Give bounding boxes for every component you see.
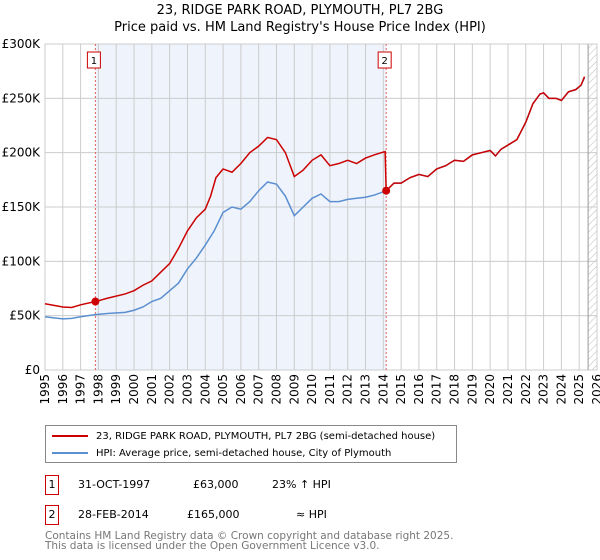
footer-line: Contains HM Land Registry data © Crown c… <box>45 530 454 542</box>
x-tick-label: 2022 <box>519 374 533 405</box>
x-tick-label: 1998 <box>91 374 105 405</box>
x-tick-label: 2001 <box>145 374 159 405</box>
x-tick-label: 2018 <box>448 374 462 405</box>
x-tick-label: 1997 <box>74 374 88 405</box>
x-tick-label: 1999 <box>109 374 123 405</box>
transaction-marker: 1 <box>45 475 59 495</box>
legend: 23, RIDGE PARK ROAD, PLYMOUTH, PL7 2BG (… <box>45 425 457 463</box>
transaction-date: 31-OCT-1997 <box>78 478 151 491</box>
x-tick-label: 2006 <box>234 374 248 405</box>
plot-frame <box>44 43 598 371</box>
x-tick-label: 2025 <box>572 374 586 405</box>
x-tick-label: 2005 <box>216 374 230 405</box>
x-tick-label: 1996 <box>56 374 70 405</box>
x-tick-label: 2013 <box>359 374 373 405</box>
x-tick-label: 2014 <box>376 374 390 405</box>
x-tick-label: 2002 <box>163 374 177 405</box>
x-tick-label: 2012 <box>341 374 355 405</box>
legend-swatch <box>52 435 88 437</box>
sale-label: 2 <box>381 56 387 67</box>
x-tick-label: 2023 <box>537 374 551 405</box>
footer-line: This data is licensed under the Open Gov… <box>45 540 380 552</box>
x-tick-label: 2007 <box>252 374 266 405</box>
sale-point <box>91 297 100 306</box>
transaction-date: 28-FEB-2014 <box>78 508 149 521</box>
sale-label-box <box>86 51 101 69</box>
legend-item-hpi: HPI: Average price, semi-detached house,… <box>52 445 391 461</box>
transaction-hpi: 23% ↑ HPI <box>272 478 331 491</box>
x-tick-label: 2020 <box>483 374 497 405</box>
legend-item-property: 23, RIDGE PARK ROAD, PLYMOUTH, PL7 2BG (… <box>52 428 435 444</box>
x-tick-label: 2016 <box>412 374 426 405</box>
legend-swatch <box>52 452 88 454</box>
x-tick-label: 2000 <box>127 374 141 405</box>
transaction-row: 1 31-OCT-1997 £63,000 23% ↑ HPI <box>45 475 445 495</box>
property-price-line <box>44 76 586 309</box>
x-tick-label: 2004 <box>198 374 212 405</box>
y-tick-label: £50K <box>9 309 41 323</box>
sale-label-box <box>377 51 392 69</box>
y-tick-label: £0 <box>25 363 40 377</box>
transaction-price: £63,000 <box>193 478 239 491</box>
sale-point <box>382 186 391 195</box>
x-tick-label: 2010 <box>305 374 319 405</box>
x-tick-label: 2011 <box>323 374 337 405</box>
x-tick-label: 2021 <box>501 374 515 405</box>
sale-label: 1 <box>91 56 97 67</box>
chart-title: 23, RIDGE PARK ROAD, PLYMOUTH, PL7 2BG <box>156 3 444 18</box>
y-tick-label: £300K <box>2 37 42 51</box>
x-tick-label: 2017 <box>430 374 444 405</box>
y-tick-label: £250K <box>2 91 42 105</box>
legend-label: HPI: Average price, semi-detached house,… <box>96 447 392 459</box>
transaction-marker: 2 <box>45 505 59 525</box>
x-tick-label: 2003 <box>180 374 194 405</box>
transaction-price: £165,000 <box>187 508 240 521</box>
x-tick-label: 2008 <box>269 374 283 405</box>
x-tick-label: 2015 <box>394 374 408 405</box>
chart-subtitle: Price paid vs. HM Land Registry's House … <box>114 20 486 35</box>
x-tick-label: 1995 <box>38 374 52 405</box>
x-tick-label: 2019 <box>465 374 479 405</box>
y-tick-label: £150K <box>2 200 42 214</box>
y-tick-label: £200K <box>2 146 42 160</box>
y-tick-label: £100K <box>2 254 42 268</box>
legend-label: 23, RIDGE PARK ROAD, PLYMOUTH, PL7 2BG (… <box>96 430 436 442</box>
price-chart: 1995 1996 1997 1998 1999 2000 2001 2002 2003 2004… <box>2 37 600 405</box>
x-tick-label: 2024 <box>554 374 568 405</box>
x-tick-label: 2009 <box>287 374 301 405</box>
transaction-hpi: ≈ HPI <box>296 508 327 521</box>
footer: Contains HM Land Registry data © Crown c… <box>45 530 454 552</box>
transaction-row: 2 28-FEB-2014 £165,000 ≈ HPI <box>45 505 445 525</box>
x-tick-label: 2026 <box>590 374 600 405</box>
